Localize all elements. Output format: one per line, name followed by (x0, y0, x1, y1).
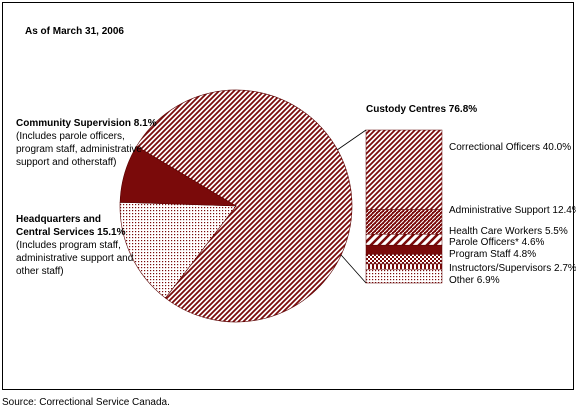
bar-segment-program-staff (365, 254, 443, 265)
bar-label-parole-officers: Parole Officers* 4.6% (449, 237, 545, 248)
community-label: Community Supervision 8.1% (16, 118, 157, 129)
headquarters-note-line: (Includes program staff, (16, 240, 121, 251)
source-note: Source: Correctional Service Canada. (2, 397, 170, 408)
breakdown-bar (365, 129, 443, 284)
bar-segment-parole-officers (365, 244, 443, 255)
bar-label-health-care-workers: Health Care Workers 5.5% (449, 226, 568, 237)
bar-segment-other (365, 269, 443, 284)
bar-label-administrative-support: Administrative Support 12.4% (449, 205, 576, 216)
bar-segment-health-care-workers (365, 234, 443, 246)
pie-slice-community (119, 145, 238, 207)
bar-label-instructors-supervisors: Instructors/Supervisors 2.7% (449, 263, 576, 274)
bar-label-correctional-officers: Correctional Officers 40.0% (449, 142, 571, 153)
connector-line-bottom (340, 254, 367, 284)
bar-label-program-staff: Program Staff 4.8% (449, 249, 536, 260)
headquarters-note-line: other staff) (16, 266, 64, 277)
custody-label: Custody Centres 76.8% (366, 104, 477, 115)
bar-segment-correctional-officers (365, 129, 443, 210)
community-note-line: (Includes parole officers, (16, 131, 125, 142)
headquarters-label-line: Headquarters and (16, 214, 101, 225)
community-note-line: program staff, administrative (16, 144, 142, 155)
bar-segment-administrative-support (365, 209, 443, 235)
headquarters-label-line: Central Services 15.1% (16, 227, 126, 238)
pie-slice-headquarters (119, 201, 237, 299)
pie-slice-custody (136, 89, 353, 323)
connector-line-top (337, 129, 367, 151)
headquarters-note-line: administrative support and (16, 253, 133, 264)
bar-segment-instructors-supervisors (365, 263, 443, 270)
date-note: As of March 31, 2006 (25, 26, 124, 37)
community-note-line: support and otherstaff) (16, 157, 116, 168)
bar-label-other: Other 6.9% (449, 275, 500, 286)
pie (119, 89, 353, 323)
